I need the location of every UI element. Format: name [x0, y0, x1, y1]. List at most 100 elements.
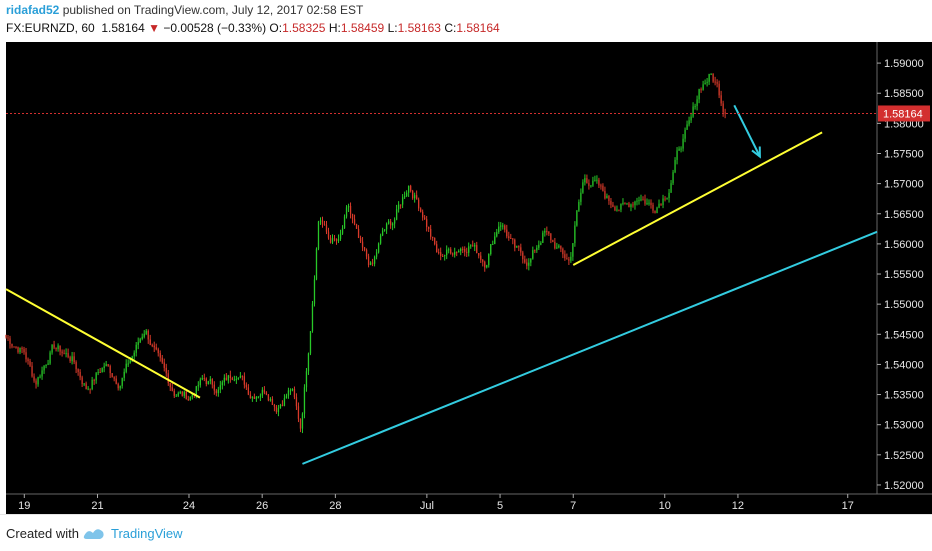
- tradingview-brand[interactable]: TradingView: [111, 526, 183, 541]
- candle-body: [329, 237, 332, 243]
- candle-body: [564, 254, 566, 259]
- candle-body: [347, 205, 350, 208]
- candle-body: [383, 229, 386, 231]
- candle-body: [163, 362, 165, 368]
- candle-body: [309, 331, 312, 354]
- tradingview-logo-icon: [83, 529, 104, 539]
- candle-body: [155, 347, 157, 350]
- candle-body: [89, 388, 91, 390]
- candle-body: [395, 209, 398, 220]
- x-tick-label: 19: [18, 500, 30, 512]
- candle-body: [311, 303, 314, 332]
- candle-body: [91, 379, 93, 390]
- candle-body: [526, 262, 528, 266]
- candle-body: [666, 198, 668, 200]
- price-chart[interactable]: 1.590001.585001.580001.575001.570001.565…: [0, 40, 932, 514]
- candle-body: [373, 256, 376, 264]
- candle-body: [199, 379, 201, 386]
- candle-body: [365, 249, 368, 257]
- candle-body: [77, 369, 79, 372]
- candle-body: [107, 364, 109, 367]
- candle-body: [436, 244, 438, 253]
- candle-body: [241, 375, 244, 377]
- candle-body: [440, 252, 442, 256]
- candle-body: [39, 376, 41, 378]
- candle-body: [51, 344, 53, 353]
- candle-body: [159, 353, 161, 358]
- candle-body: [167, 373, 169, 384]
- candle-body: [125, 363, 127, 372]
- candle-body: [554, 241, 556, 249]
- low-value: 1.58163: [397, 21, 441, 35]
- candle-body: [590, 185, 592, 187]
- candle-body: [183, 391, 185, 396]
- candle-body: [283, 398, 286, 406]
- candle-body: [181, 391, 183, 396]
- x-tick-label: 10: [659, 500, 671, 512]
- candle-body: [516, 246, 518, 248]
- time-axis[interactable]: [6, 494, 932, 514]
- candle-body: [197, 385, 199, 387]
- candle-body: [121, 377, 123, 386]
- candle-body: [21, 347, 23, 350]
- candle-body: [399, 204, 402, 206]
- candle-body: [456, 251, 458, 253]
- candle-body: [149, 339, 151, 346]
- yellow-trendline[interactable]: [572, 131, 823, 266]
- candle-body: [99, 372, 101, 374]
- candle-body: [189, 396, 191, 401]
- candle-body: [235, 379, 238, 381]
- cyan-trendline[interactable]: [302, 230, 878, 465]
- candle-body: [704, 82, 706, 85]
- candle-body: [265, 392, 268, 395]
- x-tick-label: Jul: [420, 500, 434, 512]
- candle-body: [434, 237, 436, 245]
- candle-body: [608, 195, 610, 201]
- candle-body: [648, 202, 650, 204]
- candle-body: [662, 198, 664, 205]
- candle-body: [462, 248, 464, 250]
- candle-body: [588, 183, 590, 186]
- candle-body: [263, 389, 266, 393]
- candle-body: [556, 247, 558, 249]
- candle-body: [41, 370, 43, 377]
- y-tick-label: 1.54500: [884, 329, 924, 341]
- candle-body: [660, 203, 662, 205]
- candle-body: [355, 224, 358, 229]
- candle-body: [544, 230, 546, 233]
- publish-info: ridafad52 published on TradingView.com, …: [6, 3, 363, 17]
- candle-body: [17, 347, 19, 353]
- candle-body: [552, 240, 554, 242]
- candle-body: [105, 364, 107, 367]
- candle-body: [444, 255, 446, 257]
- yellow-trendline[interactable]: [5, 288, 201, 399]
- candle-body: [165, 367, 167, 374]
- candle-body: [191, 394, 193, 397]
- candle-body: [219, 385, 221, 390]
- candle-body: [259, 395, 262, 397]
- candle-body: [343, 216, 346, 229]
- candle-body: [486, 265, 488, 268]
- down-arrow-icon: ▼: [148, 21, 160, 35]
- candle-body: [23, 349, 25, 353]
- candle-body: [668, 192, 670, 199]
- candle-body: [618, 209, 620, 211]
- candle-body: [269, 399, 272, 401]
- author-link[interactable]: ridafad52: [6, 3, 60, 17]
- candle-body: [117, 383, 119, 389]
- symbol-label[interactable]: FX:EURNZD, 60: [6, 21, 95, 35]
- candle-body: [389, 221, 392, 226]
- candle-body: [187, 399, 189, 401]
- candle-body: [638, 200, 640, 202]
- x-tick-label: 17: [842, 500, 854, 512]
- candle-body: [470, 245, 472, 247]
- candle-body: [333, 238, 336, 240]
- plot-area[interactable]: [6, 42, 877, 494]
- candle-body: [49, 352, 51, 364]
- candle-body: [458, 250, 460, 253]
- y-tick-label: 1.55500: [884, 269, 924, 281]
- candle-body: [213, 384, 215, 391]
- candle-body: [562, 248, 564, 255]
- candle-body: [229, 375, 232, 379]
- created-with-text: Created with: [6, 526, 79, 541]
